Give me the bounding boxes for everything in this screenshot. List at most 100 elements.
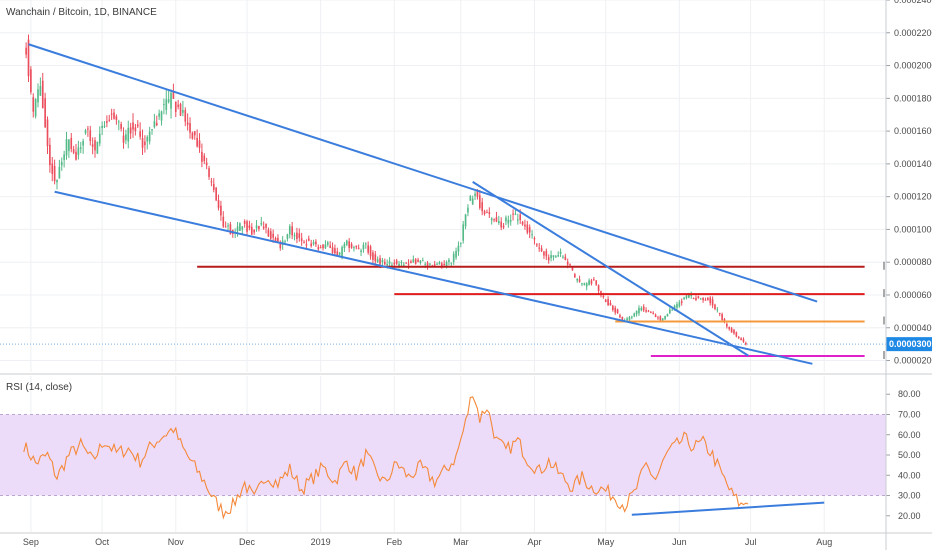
candle-body: [633, 313, 636, 317]
candle-body: [362, 244, 365, 250]
rsi-title: RSI (14, close): [6, 382, 72, 393]
x-tick-label: Apr: [527, 537, 541, 547]
candle-body: [115, 116, 118, 120]
candle-body: [709, 297, 712, 304]
price-trendline: [472, 181, 749, 357]
candle-body: [331, 247, 334, 253]
candle-body: [407, 263, 410, 265]
candle-body: [526, 224, 529, 233]
candle-body: [141, 138, 144, 148]
candle-body: [51, 163, 54, 174]
candle-body: [669, 309, 671, 314]
candle-body: [220, 205, 222, 216]
candle-body: [179, 103, 182, 116]
candle-body: [436, 263, 438, 265]
candle-body: [293, 235, 296, 237]
candle-body: [127, 127, 130, 142]
candle-body: [348, 241, 351, 248]
candle-body: [412, 259, 415, 263]
rsi-tick-label: 40.00: [898, 470, 921, 480]
candle-body: [540, 248, 543, 252]
candle-body: [336, 251, 339, 256]
candle-body: [243, 221, 246, 224]
candle-body: [60, 161, 63, 166]
candle-body: [260, 222, 263, 225]
candle-body: [307, 238, 310, 241]
candle-body: [573, 274, 576, 278]
candle-body: [265, 223, 267, 228]
candle-body: [714, 304, 716, 309]
candle-body: [212, 183, 215, 190]
candle-body: [91, 144, 94, 147]
candle-body: [300, 238, 303, 242]
candle-body: [438, 262, 441, 265]
rsi-series: [23, 396, 825, 520]
candle-body: [101, 125, 103, 129]
candle-body: [37, 89, 39, 103]
candle-body: [547, 257, 550, 261]
candle-body: [699, 298, 702, 300]
candle-body: [267, 229, 270, 237]
candle-body: [593, 279, 595, 281]
candle-body: [369, 246, 372, 257]
candle-body: [664, 316, 666, 320]
candle-body: [619, 315, 621, 318]
candle-body: [464, 214, 467, 227]
candle-body: [659, 316, 662, 321]
candle-body: [41, 80, 44, 109]
candle-body: [376, 259, 379, 263]
candle-body: [516, 219, 519, 221]
x-tick-label: May: [597, 537, 615, 547]
candle-body: [75, 151, 77, 160]
candle-body: [236, 226, 239, 232]
candle-body: [198, 140, 201, 148]
candle-body: [303, 241, 305, 243]
candle-body: [640, 307, 643, 311]
rsi-tick-label: 30.00: [898, 491, 921, 501]
candle-body: [652, 312, 655, 315]
chart-title: Wanchain / Bitcoin, 1D, BINANCE: [6, 7, 157, 18]
candle-body: [82, 140, 84, 146]
candle-body: [253, 229, 255, 233]
candle-body: [650, 312, 652, 314]
candle-body: [326, 242, 329, 245]
candle-body: [355, 245, 358, 248]
candle-body: [241, 226, 244, 230]
candle-body: [488, 212, 491, 215]
candle-body: [338, 252, 341, 255]
candle-body: [702, 297, 704, 301]
price-badge-label: 0.0000300: [889, 339, 932, 349]
rsi-line: [23, 396, 749, 520]
candle-body: [367, 245, 370, 253]
candle-body: [165, 99, 168, 110]
candle-body: [590, 280, 593, 284]
candle-body: [177, 104, 179, 107]
candle-body: [189, 123, 191, 133]
candle-body: [604, 299, 607, 303]
candle-body: [110, 113, 113, 115]
candle-body: [733, 329, 735, 334]
candle-body: [34, 99, 37, 117]
candle-body: [117, 121, 120, 123]
candle-body: [196, 137, 198, 147]
candle-body: [246, 221, 248, 232]
candle-body: [735, 332, 738, 337]
candle-body: [155, 122, 158, 126]
x-tick-label: Mar: [453, 537, 469, 547]
candle-body: [452, 253, 455, 262]
candle-body: [723, 319, 726, 322]
candle-body: [638, 307, 640, 314]
candle-body: [445, 262, 448, 266]
candle-body: [167, 99, 170, 103]
candle-body: [459, 242, 462, 244]
candle-body: [136, 124, 139, 127]
candle-body: [576, 278, 579, 281]
candle-body: [383, 261, 386, 265]
candle-body: [258, 226, 260, 229]
candle-body: [578, 279, 581, 282]
candle-body: [296, 232, 298, 239]
candle-body: [730, 328, 733, 333]
